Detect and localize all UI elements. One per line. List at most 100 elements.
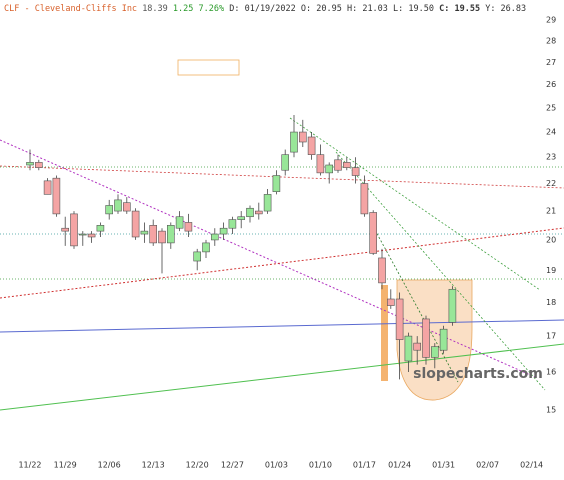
candle-body [140,230,149,235]
x-tick-label: 12/20 [186,461,209,470]
candle-body [158,230,166,244]
candle-body [131,210,140,238]
y-tick-label: 18 [546,298,556,307]
candle-body [202,242,210,253]
candle-body [219,227,228,235]
candle-body [395,298,404,340]
x-tick-label: 12/27 [221,461,244,470]
candle-body [325,164,334,174]
x-tick-label: 02/07 [476,461,499,470]
candle-body [26,162,34,166]
high: H: 21.03 [347,4,388,14]
last: 18.39 [142,4,168,14]
candle-body [175,216,184,229]
candle-body [378,257,386,284]
candle-body [228,219,237,229]
candles [26,115,457,380]
y-tick-label: 22 [546,179,556,188]
candle-body [123,202,131,212]
candle-body [114,199,122,212]
candle-body [439,328,448,351]
candle-body [342,162,351,168]
trend-line [335,151,546,391]
candle-body [70,213,78,247]
y-tick-label: 26 [546,80,556,89]
candle-body [369,212,378,254]
x-tick-label: 01/31 [432,461,455,470]
y-tick-label: 28 [546,36,556,45]
close: C: 19.55 [439,4,480,14]
candle-body [298,131,307,143]
candle-body [360,183,369,215]
y-tick-label: 23 [546,153,556,162]
candle-body [87,233,96,238]
x-tick-label: 11/29 [54,461,77,470]
open: O: 20.95 [301,4,342,14]
candle-body [290,131,298,153]
y-tick-label: 19 [546,266,556,275]
candle-body [96,225,105,232]
candle-body [263,194,272,212]
x-tick-label: 01/17 [353,461,376,470]
candle-body [246,207,254,218]
low: L: 19.50 [393,4,434,14]
candle-body [404,335,413,362]
candle-body [184,222,193,232]
candle-body [448,288,457,323]
candle-body [237,216,245,220]
candle-body [351,167,360,176]
x-tick-label: 02/14 [520,461,543,470]
y-tick-label: 25 [546,103,556,112]
candle-body [422,318,430,358]
candle-body [52,177,61,215]
x-tick-label: 12/06 [98,461,121,470]
candle-body [149,225,157,244]
trend-line [0,139,538,379]
trend-line [374,229,459,383]
candle-body [61,227,70,232]
y-tick-label: 15 [546,406,556,415]
date: D: 01/19/2022 [229,4,296,14]
candle-body [307,136,316,155]
x-tick-label: 11/22 [18,461,41,470]
y-tick-label: 27 [546,58,556,67]
y-tick-label: 29 [546,16,556,25]
x-tick-label: 01/24 [388,461,411,470]
candle-body [316,154,325,174]
candle-body [79,233,87,236]
candle-body [193,251,201,262]
x-tick-label: 01/10 [309,461,332,470]
y-tick-label: 20 [546,235,556,244]
symbol: CLF - Cleveland-Cliffs Inc [4,4,137,14]
candle-body [255,210,263,215]
y-tick-label: 17 [546,332,556,341]
candle-body [105,205,113,215]
candle-body [43,180,52,195]
y-value: Y: 26.83 [485,4,526,14]
candle-body [430,346,439,358]
y-tick-label: 21 [546,207,556,216]
candle-body [334,159,342,171]
trend-line [0,319,564,333]
x-tick-label: 12/13 [142,461,165,470]
trend-line [289,117,541,291]
change: 1.25 [173,4,193,14]
candle-body [281,154,290,171]
candle-body [34,162,43,168]
highlight-bar [381,285,388,381]
change-pct: 7.26% [199,4,225,14]
candle-body [272,175,281,192]
y-tick-label: 24 [546,128,556,137]
trend-line [0,343,564,411]
candle-body [211,233,219,241]
candle-body [167,225,175,244]
x-tick-label: 01/03 [265,461,288,470]
trend-line [0,227,564,299]
candle-body [413,342,422,351]
header: CLF - Cleveland-Cliffs Inc 18.39 1.25 7.… [4,4,526,14]
watermark: slopecharts.com [413,366,543,382]
candle-body [386,298,395,306]
highlight-box [177,59,240,76]
y-tick-label: 16 [546,367,556,376]
